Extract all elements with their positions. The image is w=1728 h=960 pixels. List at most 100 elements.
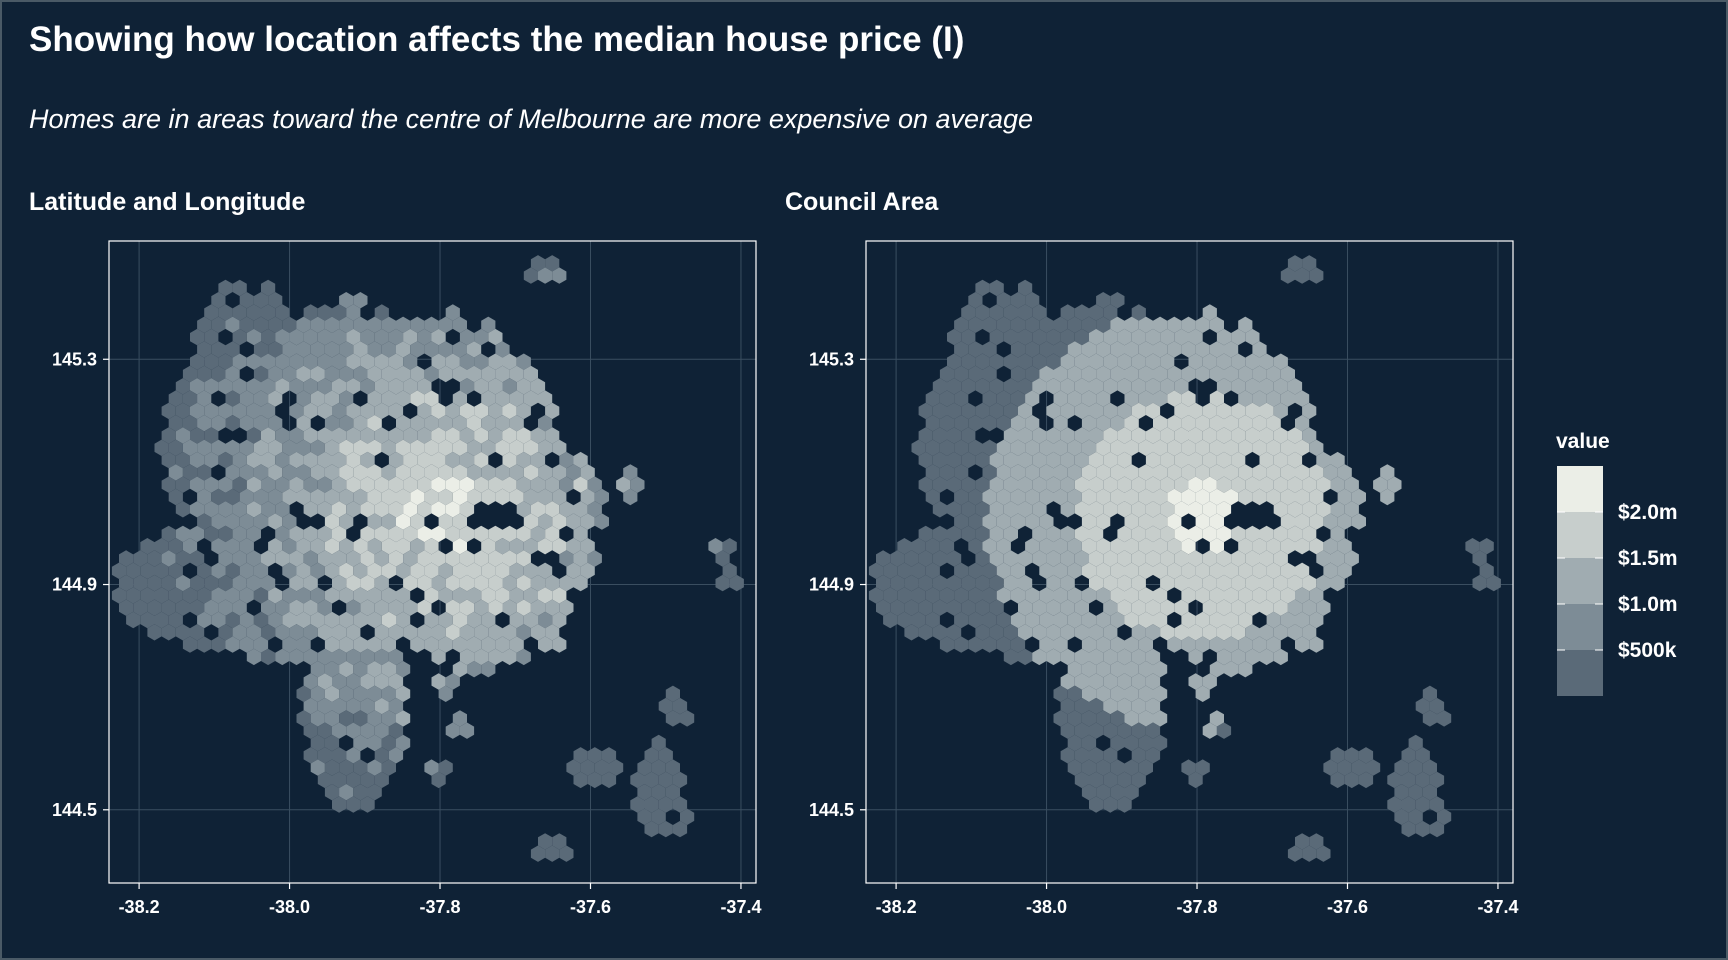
hex-cell: [225, 390, 240, 407]
hex-cell: [275, 451, 290, 469]
hex-cell: [225, 538, 240, 555]
hex-cell: [147, 550, 162, 567]
hex-cell: [410, 464, 425, 481]
hex-cell: [261, 328, 276, 346]
panel-title-latlon: Latitude and Longitude: [29, 188, 306, 216]
hex-cell: [268, 365, 283, 383]
hex-cell: [459, 451, 475, 469]
hex-cell: [1209, 661, 1224, 678]
hex-cell: [1245, 427, 1260, 444]
hex-cell: [1202, 673, 1217, 690]
hex-cell: [1053, 390, 1068, 407]
hex-cell: [474, 624, 489, 641]
hex-cell: [211, 611, 226, 629]
hex-cell: [296, 316, 311, 333]
hex-cell: [975, 304, 990, 321]
hex-cell: [1074, 648, 1089, 666]
hex-cell: [1096, 710, 1111, 727]
hex-cell: [445, 525, 460, 543]
hex-cell: [140, 538, 155, 555]
hex-cell: [467, 415, 482, 432]
hex-cell: [1053, 488, 1068, 506]
hex-cell: [1195, 365, 1210, 383]
hex-cell: [587, 501, 602, 518]
hex-cell: [388, 451, 404, 469]
hex-cell: [968, 365, 983, 383]
hex-cell: [1131, 673, 1146, 690]
hex-cell: [459, 427, 475, 444]
hex-cell: [438, 488, 453, 506]
hex-cell: [268, 587, 283, 604]
hex-cell: [566, 513, 581, 530]
hex-cell: [1231, 525, 1246, 543]
hex-cell: [1330, 747, 1345, 764]
hex-cell: [445, 673, 460, 690]
hex-cell: [1280, 488, 1295, 506]
hex-cell: [452, 636, 467, 653]
hex-cell: [1081, 587, 1097, 604]
hex-cell: [947, 525, 962, 543]
hex-cell: [381, 341, 396, 358]
hex-cell: [353, 439, 368, 456]
hex-cell: [317, 624, 332, 641]
hex-cell: [339, 685, 354, 702]
hex-cell: [1309, 267, 1324, 284]
hex-cell: [502, 476, 517, 493]
hex-cell: [396, 464, 411, 481]
hex-cell: [1131, 476, 1146, 493]
hex-cell: [1224, 415, 1239, 432]
hex-cell: [197, 341, 212, 358]
hex-cell: [1479, 562, 1494, 579]
hex-cell: [324, 464, 340, 481]
hex-cell: [303, 550, 318, 567]
hex-cell: [147, 574, 162, 592]
hex-cell: [310, 562, 325, 579]
hex-cell: [445, 353, 460, 370]
hex-cell: [182, 365, 198, 383]
hex-cell: [1060, 525, 1075, 543]
hex-cell: [530, 378, 546, 395]
hex-cell: [1032, 304, 1047, 321]
hex-cell: [289, 353, 304, 370]
hex-cell: [1138, 685, 1153, 702]
hex-cell: [968, 415, 983, 432]
hex-cell: [289, 624, 304, 641]
hex-cell: [1387, 476, 1402, 493]
hex-cell: [353, 415, 368, 432]
hex-cell: [545, 427, 560, 444]
hex-cell: [324, 784, 340, 801]
hex-cell: [261, 378, 276, 395]
hex-cell: [190, 599, 205, 616]
hex-cell: [1195, 513, 1210, 530]
hex-cell: [939, 587, 955, 604]
hex-cell: [1131, 771, 1146, 789]
hex-cell: [1117, 550, 1132, 567]
hex-cell: [175, 378, 190, 395]
hex-cell: [431, 525, 446, 543]
hex-cell: [939, 538, 955, 555]
hex-cell: [1245, 599, 1260, 616]
hex-cell: [353, 341, 368, 358]
hex-cell: [438, 513, 453, 530]
hex-cell: [403, 328, 418, 346]
hex-cell: [1039, 636, 1054, 653]
hex-cell: [324, 734, 340, 752]
hex-cell: [360, 771, 375, 789]
hex-cell: [1302, 845, 1317, 862]
hex-cell: [246, 476, 261, 493]
hex-cell: [374, 673, 389, 690]
hex-cell: [296, 488, 311, 506]
hex-cell: [1117, 648, 1132, 666]
hex-cell: [1266, 415, 1281, 432]
hex-cell: [282, 587, 297, 604]
hex-cell: [1039, 464, 1054, 481]
hex-cell: [168, 390, 183, 407]
hex-cell: [1003, 378, 1018, 395]
x-tick-label: -38.2: [119, 897, 160, 917]
hex-cell: [932, 624, 947, 641]
hex-cell: [289, 451, 304, 469]
hex-cell: [1103, 648, 1118, 666]
hex-cell: [954, 611, 969, 629]
hex-cell: [580, 759, 595, 776]
hex-cell: [530, 255, 546, 272]
